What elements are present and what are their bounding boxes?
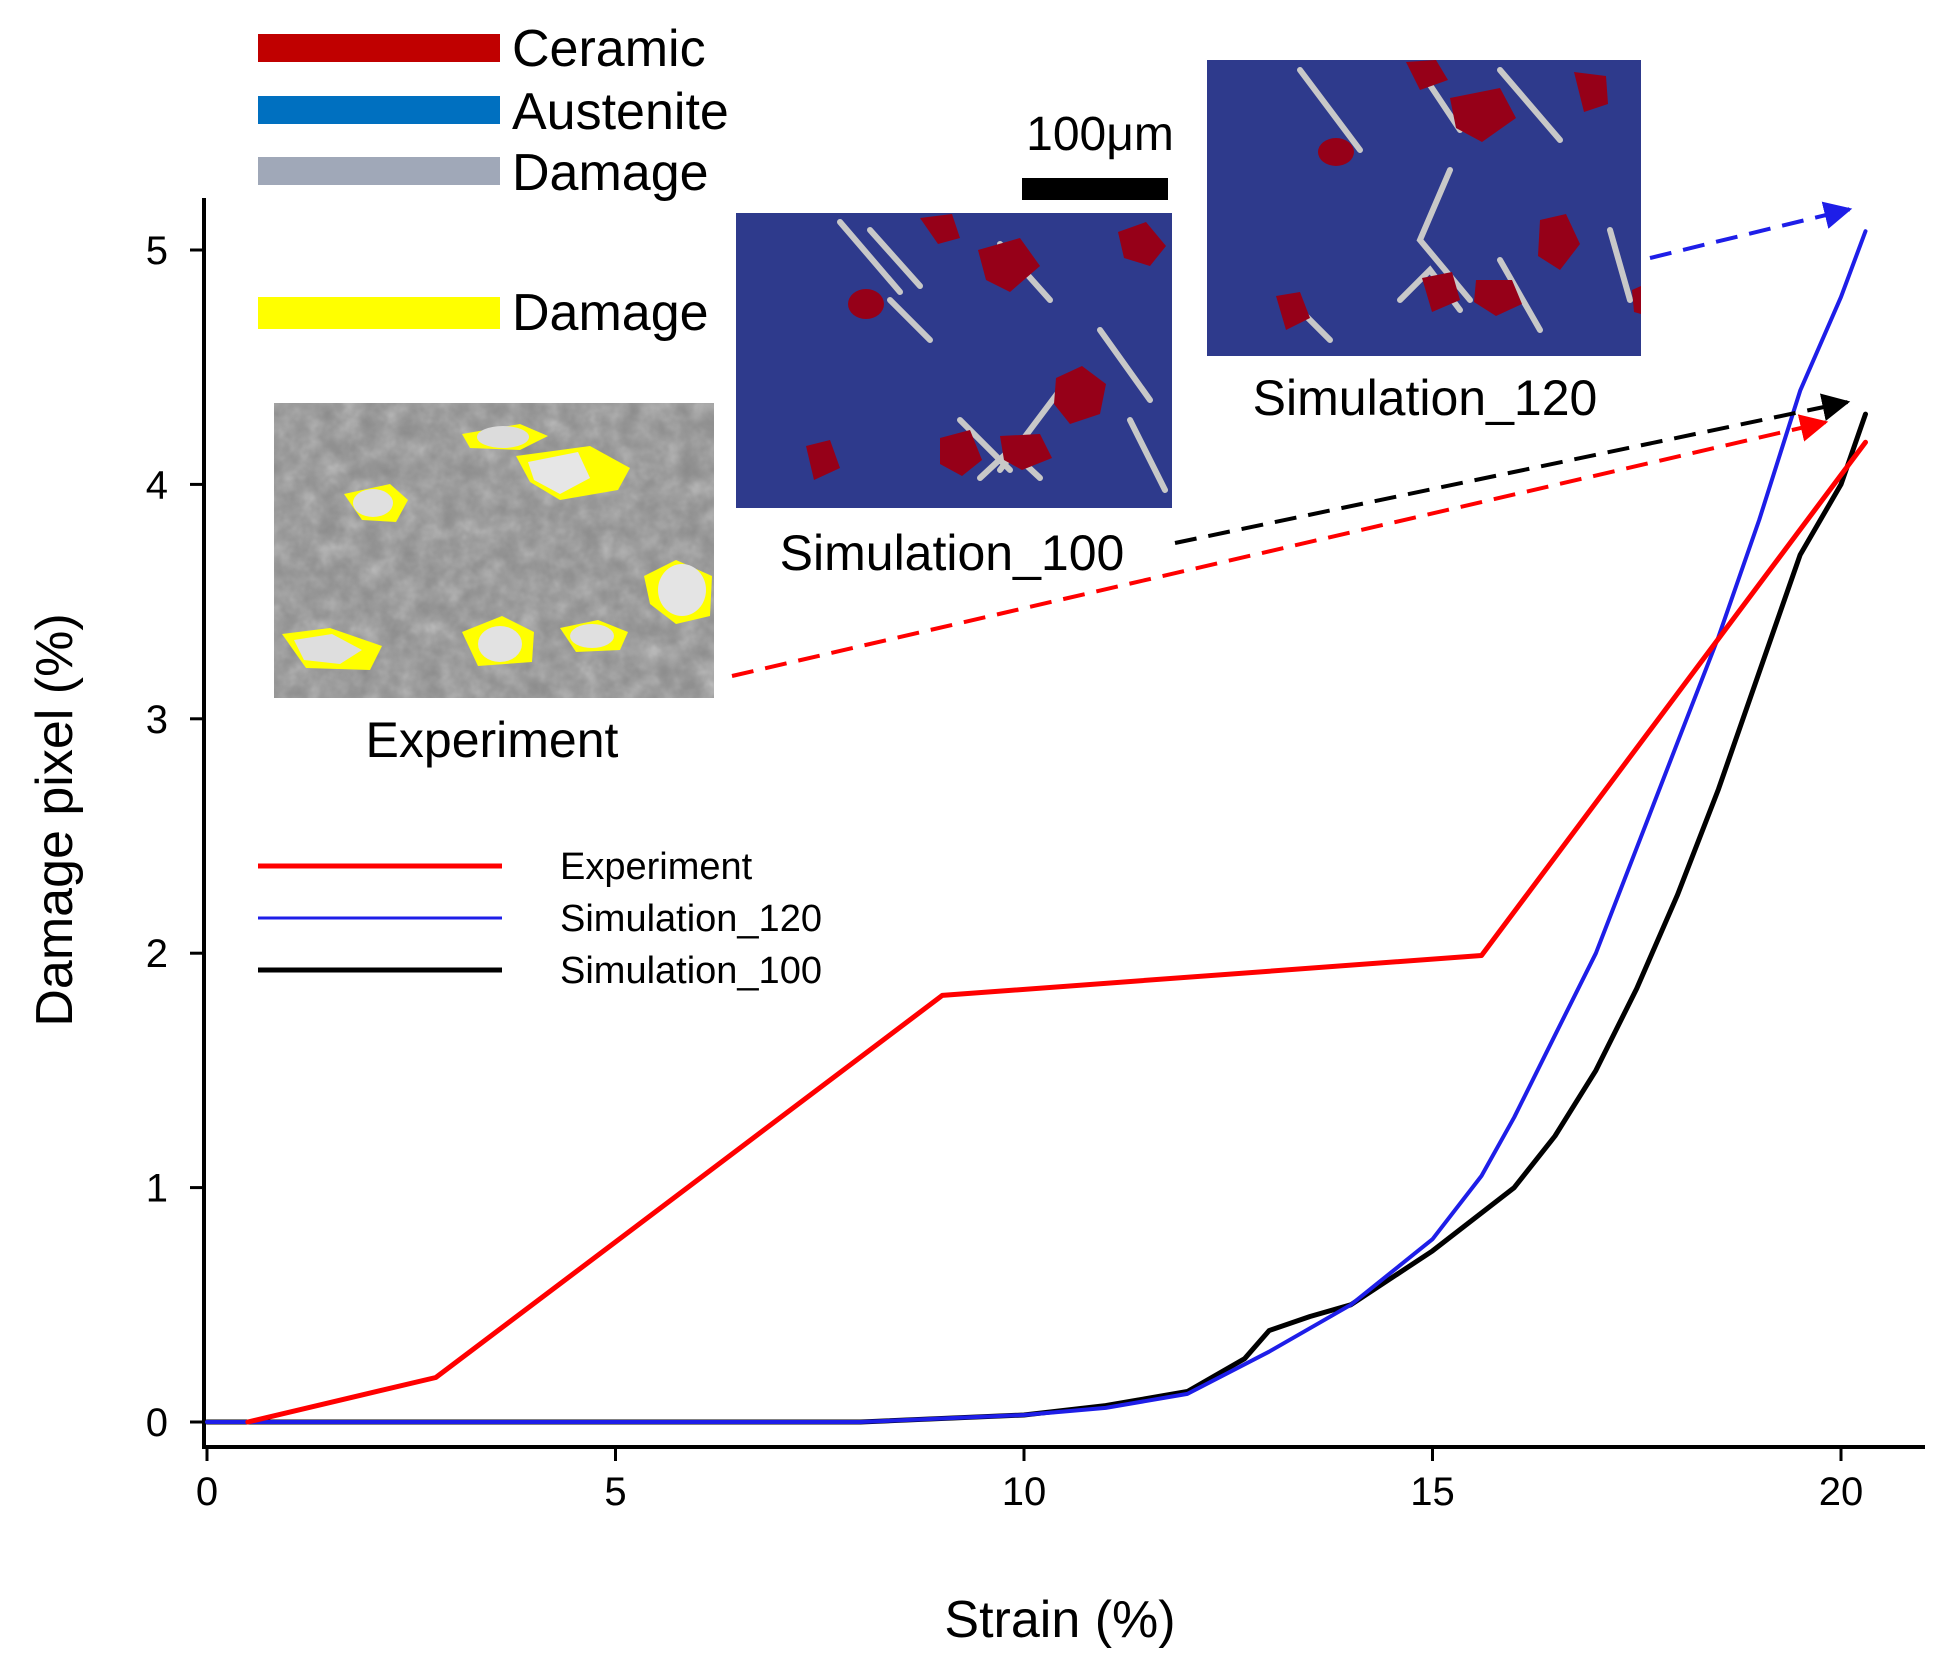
x-tick-label: 20 xyxy=(1819,1470,1864,1514)
ceramic-particle xyxy=(1474,280,1522,316)
damage-band xyxy=(1607,227,1633,303)
ceramic-swatch xyxy=(258,34,500,62)
y-tick-label: 5 xyxy=(146,229,168,273)
simulation-120-caption: Simulation_120 xyxy=(1253,370,1598,426)
ceramic-particle xyxy=(353,489,393,517)
series-line-simulation-120 xyxy=(205,229,1868,1424)
scale-bar-line xyxy=(1022,178,1168,200)
materials-legend: Ceramic Austenite Damage Damage xyxy=(258,20,729,342)
experiment-caption: Experiment xyxy=(366,712,619,768)
ceramic-particle xyxy=(848,289,884,319)
ceramic-particles xyxy=(806,214,1166,480)
damage-band xyxy=(887,297,933,343)
legend-label-simulation-100: Simulation_100 xyxy=(560,950,822,992)
experiment-arrow xyxy=(731,414,1829,678)
scale-bar-label: 100μm xyxy=(1026,108,1174,161)
ceramic-particle xyxy=(806,440,840,480)
simulation-120-map xyxy=(1207,60,1641,356)
ceramic-particle xyxy=(477,426,529,448)
ceramic-particle xyxy=(1276,292,1310,330)
x-ticks: 0 5 10 15 20 xyxy=(196,1447,1863,1514)
y-axis-title: Damage pixel (%) xyxy=(26,613,84,1026)
experiment-micrograph xyxy=(274,403,714,698)
axes: 0 5 10 15 20 0 1 2 3 4 5 xyxy=(146,198,1925,1514)
damage-band xyxy=(1297,67,1363,153)
micrograph-particles xyxy=(282,424,712,670)
y-tick-label: 0 xyxy=(146,1401,168,1445)
y-tick-label: 1 xyxy=(146,1167,168,1211)
y-tick-label: 2 xyxy=(146,932,168,976)
y-tick-label: 4 xyxy=(146,463,168,507)
damage-sim-label: Damage xyxy=(512,144,709,202)
legend-label-simulation-120: Simulation_120 xyxy=(560,898,822,940)
simulation-100-map xyxy=(736,213,1172,508)
austenite-label: Austenite xyxy=(512,83,729,141)
x-axis-title: Strain (%) xyxy=(944,1591,1175,1649)
annotation-arrows xyxy=(731,201,1853,678)
series-layer xyxy=(204,229,1868,1425)
ceramic-particle xyxy=(1318,138,1354,166)
ceramic-particle xyxy=(1422,272,1460,312)
ceramic-particle xyxy=(1538,214,1580,270)
series-legend: Experiment Simulation_120 Simulation_100 xyxy=(258,846,822,992)
scale-bar: 100μm xyxy=(1022,108,1174,200)
x-tick-label: 5 xyxy=(604,1470,626,1514)
y-ticks: 0 1 2 3 4 5 xyxy=(146,229,204,1445)
damage-band xyxy=(1497,67,1563,143)
x-tick-label: 10 xyxy=(1002,1470,1047,1514)
damage-band xyxy=(1127,417,1168,493)
ceramic-particle xyxy=(1632,286,1641,314)
ceramic-particles xyxy=(1276,60,1641,330)
ceramic-particle xyxy=(978,238,1040,292)
ceramic-particle xyxy=(1450,88,1516,142)
damage-band xyxy=(867,227,923,289)
damage-exp-swatch xyxy=(258,297,500,329)
ceramic-particle xyxy=(570,624,614,648)
ceramic-label: Ceramic xyxy=(512,20,706,78)
ceramic-particle xyxy=(528,452,590,494)
x-tick-label: 0 xyxy=(196,1470,218,1514)
ceramic-particle xyxy=(294,634,362,664)
austenite-swatch xyxy=(258,96,500,124)
series-line-experiment xyxy=(245,439,1868,1425)
simulation-100-arrow xyxy=(1174,393,1851,545)
simulation-100-caption: Simulation_100 xyxy=(780,525,1125,581)
damage-band xyxy=(837,219,903,295)
ceramic-particle xyxy=(940,430,982,476)
simulation-120-arrow xyxy=(1649,201,1853,260)
ceramic-particle xyxy=(1054,366,1106,424)
damage-band xyxy=(1097,327,1153,403)
ceramic-particle xyxy=(1574,72,1608,112)
austenite-matrix xyxy=(1207,60,1641,356)
ceramic-particle xyxy=(1406,60,1448,90)
damage-exp-label: Damage xyxy=(512,284,709,342)
damage-sim-swatch xyxy=(258,157,500,185)
ceramic-particle xyxy=(920,214,960,244)
damage-band xyxy=(1497,257,1543,333)
ceramic-particle xyxy=(478,626,522,662)
x-tick-label: 15 xyxy=(1410,1470,1455,1514)
series-line-simulation-100 xyxy=(204,411,1868,1425)
ceramic-particle xyxy=(1118,222,1166,266)
ceramic-particle xyxy=(1000,434,1052,470)
legend-label-experiment: Experiment xyxy=(560,846,753,888)
ceramic-particle xyxy=(658,564,706,616)
y-tick-label: 3 xyxy=(146,698,168,742)
